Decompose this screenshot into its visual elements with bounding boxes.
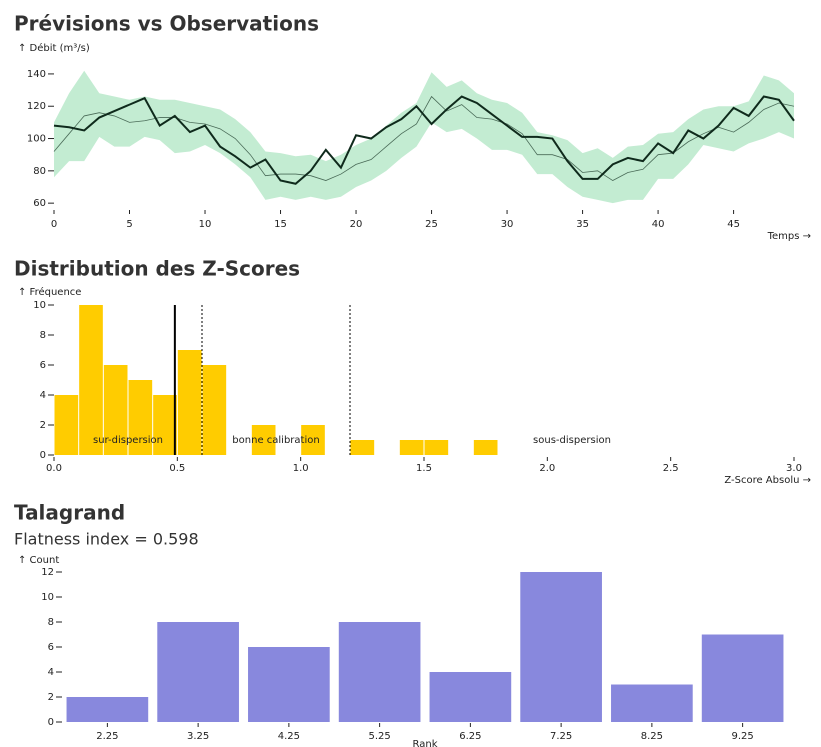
x-tick-label: 2.0 xyxy=(539,463,555,474)
bar xyxy=(66,697,149,722)
y-axis-label: ↑ Débit (m³/s) xyxy=(18,42,90,54)
y-tick-label: 6 xyxy=(48,642,54,653)
x-tick-label: 9.25 xyxy=(731,731,753,742)
histogram-bar xyxy=(54,395,79,455)
y-tick-label: 6 xyxy=(40,360,46,371)
annotation: bonne calibration xyxy=(232,435,319,446)
y-tick-label: 0 xyxy=(48,717,54,728)
x-tick-label: 3.0 xyxy=(786,463,802,474)
chart-subtitle: Flatness index = 0.598 xyxy=(14,530,199,549)
x-tick-label: 5 xyxy=(126,219,132,230)
y-tick-label: 12 xyxy=(41,567,54,578)
x-tick-label: 0.0 xyxy=(46,463,62,474)
histogram-bar xyxy=(301,425,325,455)
y-tick-label: 4 xyxy=(48,667,54,678)
histogram-bar xyxy=(251,425,276,455)
bar xyxy=(338,622,421,722)
x-tick-label: 0 xyxy=(51,219,57,230)
x-tick-label: 5.25 xyxy=(368,731,390,742)
y-tick-label: 2 xyxy=(48,692,54,703)
y-tick-label: 10 xyxy=(33,300,46,311)
x-tick-label: 1.5 xyxy=(416,463,432,474)
x-tick-label: 35 xyxy=(576,219,589,230)
y-tick-label: 10 xyxy=(41,592,54,603)
annotation: sur-dispersion xyxy=(93,435,163,446)
histogram-bar xyxy=(153,395,177,455)
bar xyxy=(248,647,330,722)
chart-title: Distribution des Z-Scores xyxy=(14,257,300,281)
y-tick-label: 100 xyxy=(27,134,46,145)
x-tick-label: 0.5 xyxy=(169,463,185,474)
histogram-bar xyxy=(399,440,424,455)
y-tick-label: 120 xyxy=(27,101,46,112)
x-axis-label: Rank xyxy=(413,739,438,747)
x-axis-label: Temps → xyxy=(767,231,811,242)
y-tick-label: 140 xyxy=(27,69,46,80)
x-tick-label: 10 xyxy=(199,219,212,230)
y-tick-label: 60 xyxy=(33,198,46,209)
histogram-bar xyxy=(128,380,153,455)
annotation: sous-dispersion xyxy=(533,435,611,446)
histogram-bar xyxy=(424,440,449,455)
chart-title: Talagrand xyxy=(14,501,125,525)
y-tick-label: 0 xyxy=(40,450,46,461)
x-tick-label: 6.25 xyxy=(459,731,481,742)
x-tick-label: 3.25 xyxy=(187,731,209,742)
x-tick-label: 2.25 xyxy=(96,731,118,742)
histogram-bar xyxy=(177,350,202,455)
x-tick-label: 40 xyxy=(652,219,665,230)
uncertainty-band xyxy=(54,70,794,204)
chart-title: Prévisions vs Observations xyxy=(14,12,319,36)
x-tick-label: 45 xyxy=(727,219,740,230)
y-axis-label: ↑ Count xyxy=(18,555,59,566)
y-tick-label: 80 xyxy=(33,166,46,177)
observed-line xyxy=(53,95,795,185)
histogram-bar xyxy=(103,365,128,455)
x-tick-label: 8.25 xyxy=(641,731,663,742)
y-tick-label: 4 xyxy=(40,390,46,401)
histogram-bar xyxy=(202,365,227,455)
histogram-bar xyxy=(473,440,498,455)
bar xyxy=(701,634,784,722)
x-tick-label: 7.25 xyxy=(550,731,572,742)
y-tick-label: 2 xyxy=(40,420,46,431)
x-tick-label: 20 xyxy=(350,219,363,230)
bar xyxy=(611,684,693,722)
x-tick-label: 1.0 xyxy=(293,463,309,474)
x-tick-label: 15 xyxy=(274,219,287,230)
bar xyxy=(520,572,602,722)
bar xyxy=(157,622,239,722)
x-tick-label: 4.25 xyxy=(278,731,300,742)
y-axis-label: ↑ Fréquence xyxy=(18,286,81,298)
x-tick-label: 25 xyxy=(425,219,438,230)
bar xyxy=(429,672,512,722)
x-axis-label: Z-Score Absolu → xyxy=(724,475,811,486)
y-tick-label: 8 xyxy=(40,330,46,341)
x-tick-label: 2.5 xyxy=(663,463,679,474)
y-tick-label: 8 xyxy=(48,617,54,628)
histogram-bar xyxy=(350,440,375,455)
x-tick-label: 30 xyxy=(501,219,514,230)
histogram-bar xyxy=(79,305,103,455)
